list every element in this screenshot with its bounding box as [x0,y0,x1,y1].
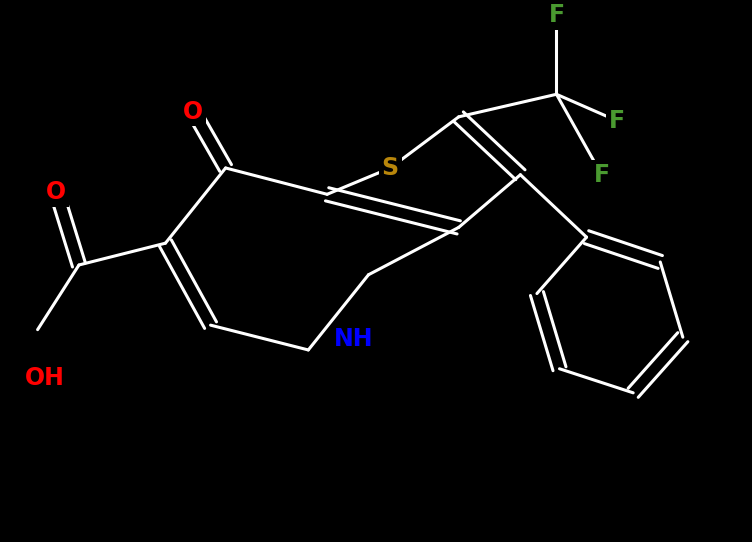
Text: F: F [593,163,610,187]
Text: NH: NH [334,327,373,351]
Text: O: O [47,180,66,204]
Text: F: F [548,3,565,27]
Text: S: S [382,156,399,180]
Text: F: F [608,108,625,133]
Text: OH: OH [25,366,65,390]
Text: O: O [183,100,203,124]
